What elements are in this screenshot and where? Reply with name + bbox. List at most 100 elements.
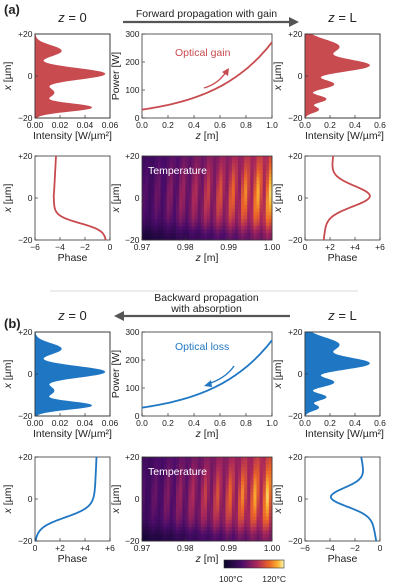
heatmap-cell bbox=[200, 460, 205, 465]
heatmap-cell bbox=[247, 520, 251, 524]
heatmap-cell bbox=[228, 233, 233, 237]
heatmap-cell bbox=[268, 194, 273, 199]
heatmap-cell bbox=[203, 492, 208, 496]
heatmap-cell bbox=[247, 488, 251, 493]
heatmap-cell bbox=[185, 509, 189, 514]
heatmap-cell bbox=[219, 222, 223, 227]
heatmap-cell bbox=[268, 460, 273, 465]
heatmap-cell bbox=[259, 236, 264, 241]
heatmap-cell bbox=[262, 215, 267, 220]
heatmap-cell bbox=[244, 523, 248, 528]
heatmap-cell bbox=[197, 530, 202, 535]
heatmap-cell bbox=[256, 474, 261, 479]
heatmap-cell bbox=[244, 467, 248, 472]
heatmap-cell bbox=[145, 523, 149, 528]
heatmap-cell bbox=[191, 219, 196, 223]
heatmap-cell bbox=[151, 191, 155, 195]
heatmap-cell bbox=[216, 457, 220, 461]
heatmap-cell bbox=[259, 194, 264, 199]
heatmap-cell bbox=[151, 457, 155, 461]
heatmap-cell bbox=[228, 530, 233, 535]
heatmap-cell bbox=[197, 492, 202, 496]
heatmap-cell bbox=[203, 457, 208, 461]
heatmap-cell bbox=[182, 226, 186, 230]
heatmap-cell bbox=[253, 523, 257, 528]
heatmap-cell bbox=[244, 194, 248, 199]
panel-a-power-ytick-label: 0 bbox=[135, 113, 140, 123]
heatmap-cell bbox=[228, 177, 233, 181]
heatmap-cell bbox=[172, 170, 177, 174]
panel-b-power-ytick-label: 100 bbox=[125, 383, 139, 393]
heatmap-cell bbox=[166, 467, 171, 472]
heatmap-cell bbox=[188, 495, 192, 500]
heatmap-cell bbox=[191, 516, 196, 521]
heatmap-cell bbox=[262, 530, 267, 535]
heatmap-cell bbox=[185, 177, 189, 181]
heatmap-cell bbox=[219, 184, 223, 188]
heatmap-cell bbox=[234, 474, 239, 479]
heatmap-cell bbox=[194, 520, 199, 524]
heatmap-cell bbox=[163, 509, 168, 514]
heatmap-cell bbox=[216, 208, 220, 213]
heatmap-cell bbox=[166, 460, 171, 465]
panel-a-label: (a) bbox=[4, 2, 20, 17]
heatmap-cell bbox=[160, 212, 165, 216]
heatmap-cell bbox=[191, 184, 196, 188]
heatmap-cell bbox=[228, 481, 233, 486]
heatmap-cell bbox=[197, 485, 202, 489]
heatmap-cell bbox=[216, 163, 220, 167]
heatmap-cell bbox=[228, 516, 233, 521]
heatmap-cell bbox=[142, 478, 146, 482]
heatmap-cell bbox=[197, 471, 202, 475]
heatmap-cell bbox=[228, 509, 233, 514]
heatmap-cell bbox=[268, 205, 273, 209]
heatmap-cell bbox=[237, 156, 242, 160]
heatmap-cell bbox=[231, 194, 236, 199]
heatmap-cell bbox=[234, 464, 239, 468]
heatmap-cell bbox=[265, 527, 270, 531]
heatmap-cell bbox=[185, 527, 189, 531]
heatmap-cell bbox=[234, 205, 239, 209]
heatmap-cell bbox=[160, 226, 165, 230]
heatmap-cell bbox=[154, 201, 158, 206]
heatmap-cell bbox=[256, 513, 261, 517]
heatmap-cell bbox=[256, 464, 261, 468]
heatmap-cell bbox=[160, 513, 165, 517]
heatmap-cell bbox=[231, 236, 236, 241]
heatmap-cell bbox=[163, 492, 168, 496]
heatmap-cell bbox=[253, 513, 257, 517]
heatmap-cell bbox=[244, 201, 248, 206]
heatmap-cell bbox=[253, 198, 257, 202]
heatmap-cell bbox=[216, 534, 220, 538]
heatmap-cell bbox=[265, 201, 270, 206]
heatmap-cell bbox=[210, 520, 214, 524]
heatmap-cell bbox=[151, 523, 155, 528]
heatmap-cell bbox=[213, 520, 217, 524]
heatmap-cell bbox=[151, 534, 155, 538]
heatmap-cell bbox=[256, 485, 261, 489]
heatmap-cell bbox=[188, 478, 192, 482]
panel-a-intensity-left-xlabel: Intensity [W/µm²] bbox=[33, 130, 112, 142]
heatmap-cell bbox=[268, 520, 273, 524]
heatmap-cell bbox=[176, 173, 180, 178]
panel-a-power-annotation-arrow bbox=[203, 71, 227, 89]
heatmap-cell bbox=[262, 492, 267, 496]
heatmap-cell bbox=[253, 492, 257, 496]
heatmap-cell bbox=[200, 516, 205, 521]
heatmap-cell bbox=[160, 499, 165, 503]
heatmap-cell bbox=[145, 492, 149, 496]
heatmap-cell bbox=[179, 159, 183, 164]
heatmap-cell bbox=[188, 166, 192, 171]
heatmap-cell bbox=[203, 156, 208, 160]
heatmap-cell bbox=[250, 198, 254, 202]
heatmap-cell bbox=[197, 226, 202, 230]
heatmap-cell bbox=[213, 481, 217, 486]
heatmap-cell bbox=[166, 170, 171, 174]
heatmap-cell bbox=[253, 527, 257, 531]
heatmap-cell bbox=[237, 471, 242, 475]
heatmap-cell bbox=[259, 530, 264, 535]
heatmap-cell bbox=[185, 467, 189, 472]
heatmap-cell bbox=[262, 516, 267, 521]
heatmap-cell bbox=[207, 205, 211, 209]
heatmap-cell bbox=[169, 530, 174, 535]
